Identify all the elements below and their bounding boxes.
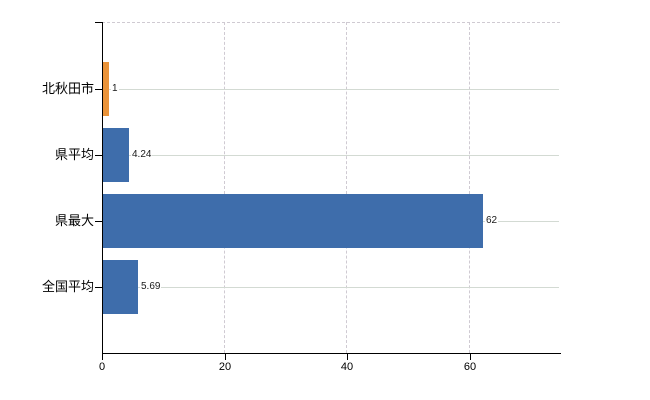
y-axis-tick (95, 287, 102, 288)
x-tick-label: 0 (98, 361, 106, 373)
x-axis-tick (347, 354, 348, 360)
x-axis-line (102, 353, 561, 354)
horizontal-gridline (103, 89, 559, 90)
bar (103, 62, 109, 116)
category-label: 全国平均 (41, 279, 94, 294)
x-tick-label: 20 (218, 361, 232, 373)
value-label: 4.24 (131, 149, 153, 161)
x-tick-label: 40 (340, 361, 354, 373)
plot-area (102, 22, 560, 353)
vertical-gridline (346, 22, 348, 353)
y-axis-tick (95, 89, 102, 90)
bar (103, 260, 138, 314)
vertical-gridline (223, 22, 225, 353)
x-axis-tick (102, 354, 103, 360)
value-label: 5.69 (140, 281, 162, 293)
bar (103, 194, 483, 248)
horizontal-gridline (103, 287, 559, 288)
value-label: 1 (111, 83, 119, 95)
x-axis-tick (470, 354, 471, 360)
category-label: 県平均 (54, 147, 94, 162)
category-label: 県最大 (54, 213, 94, 228)
x-axis-tick (225, 354, 226, 360)
value-label: 62 (485, 215, 499, 227)
vertical-gridline (468, 22, 470, 353)
bar (103, 128, 129, 182)
category-label: 北秋田市 (41, 81, 94, 96)
y-axis-tick (95, 155, 102, 156)
x-tick-label: 60 (463, 361, 477, 373)
horizontal-gridline (103, 155, 559, 156)
y-axis-top-tick (95, 22, 102, 23)
y-axis-line (102, 22, 103, 353)
y-axis-tick (95, 221, 102, 222)
